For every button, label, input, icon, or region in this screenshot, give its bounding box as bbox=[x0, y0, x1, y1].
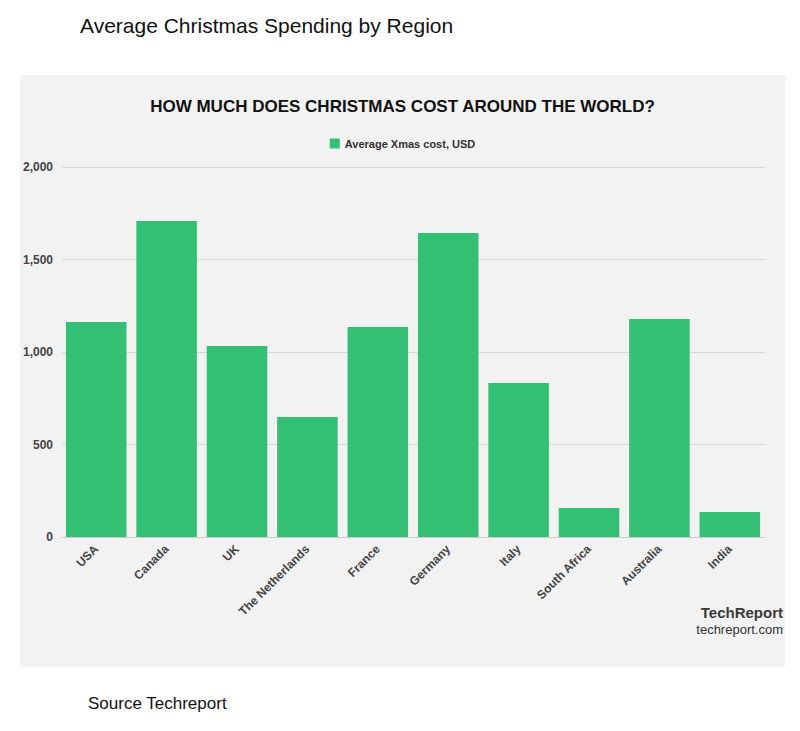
svg-text:India: India bbox=[705, 542, 735, 572]
svg-text:Germany: Germany bbox=[407, 542, 454, 589]
svg-text:UK: UK bbox=[220, 542, 242, 564]
svg-text:USA: USA bbox=[73, 542, 101, 570]
svg-text:TechReport: TechReport bbox=[701, 604, 783, 621]
svg-text:techreport.com: techreport.com bbox=[696, 622, 783, 637]
svg-text:500: 500 bbox=[33, 438, 53, 452]
svg-text:1,500: 1,500 bbox=[23, 253, 53, 267]
svg-text:Average Xmas cost, USD: Average Xmas cost, USD bbox=[345, 138, 475, 150]
svg-text:France: France bbox=[345, 542, 383, 580]
html-text:Source Techreport: Source Techreport bbox=[88, 694, 227, 713]
svg-text:The Netherlands: The Netherlands bbox=[236, 542, 313, 619]
svg-text:Canada: Canada bbox=[131, 542, 172, 583]
svg-text:1,000: 1,000 bbox=[23, 345, 53, 359]
svg-text:Australia: Australia bbox=[618, 542, 664, 588]
svg-text:2,000: 2,000 bbox=[23, 160, 53, 174]
svg-text:HOW MUCH DOES CHRISTMAS COST A: HOW MUCH DOES CHRISTMAS COST AROUND THE … bbox=[150, 97, 655, 116]
svg-text:0: 0 bbox=[46, 530, 53, 544]
svg-text:Italy: Italy bbox=[497, 542, 524, 569]
svg-text:South Africa: South Africa bbox=[534, 542, 594, 602]
html-text:Average Christmas Spending by: Average Christmas Spending by Region bbox=[80, 14, 454, 37]
